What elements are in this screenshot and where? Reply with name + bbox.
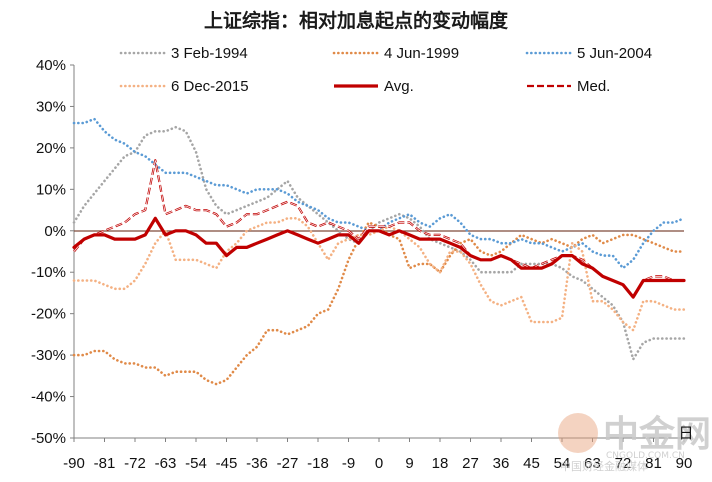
- y-tick-label: 20%: [36, 140, 66, 157]
- legend-label-5-jun-2004: 5 Jun-2004: [577, 45, 652, 62]
- watermark-brand: 中金网: [603, 413, 711, 455]
- y-tick-label: -50%: [31, 430, 66, 447]
- x-tick-label: 0: [375, 455, 383, 472]
- series-group: [72, 117, 686, 386]
- x-tick-label: 81: [645, 455, 662, 472]
- series-line-3-feb-1994: [72, 125, 686, 361]
- y-tick-label: -10%: [31, 264, 66, 281]
- x-tick-labels: -90 -81 -72 -63 -54 -45 -36 -27 -18 -9 0 9 18 27 36 45 5…: [63, 438, 692, 472]
- x-tick-label: 36: [493, 455, 510, 472]
- x-tick-label: -72: [124, 455, 146, 472]
- legend: 3 Feb-1994 4 Jun-1999 5 Jun-2004 6 Dec-2015…: [119, 45, 652, 95]
- y-tick-label: 30%: [36, 98, 66, 115]
- y-tick-label: 40%: [36, 57, 66, 74]
- x-unit-label: 日: [678, 425, 693, 442]
- x-tick-label: 63: [584, 455, 601, 472]
- x-tick-label: -81: [94, 455, 116, 472]
- legend-label-med: Med.: [577, 78, 610, 95]
- series-line-med: [73, 159, 684, 299]
- y-tick-label: -40%: [31, 389, 66, 406]
- series-line-med-inner: [73, 160, 684, 298]
- x-tick-label: -63: [155, 455, 177, 472]
- series-line-4-jun-1999: [72, 221, 686, 386]
- watermark: 中金网 CNGOLD.COM.CN 中国财经金融媒体: [558, 413, 711, 473]
- y-tick-label: 10%: [36, 181, 66, 198]
- x-tick-label: 27: [462, 455, 479, 472]
- x-tick-label: -54: [185, 455, 207, 472]
- watermark-site: CNGOLD.COM.CN: [606, 451, 685, 461]
- x-tick-label: -27: [277, 455, 299, 472]
- y-tick-label: -20%: [31, 306, 66, 323]
- chart-title: 上证综指：相对加息起点的变动幅度: [204, 9, 509, 32]
- series-line-avg: [72, 216, 686, 299]
- legend-label-avg: Avg.: [384, 78, 414, 95]
- x-tick-label: -18: [307, 455, 329, 472]
- x-tick-label: -45: [216, 455, 238, 472]
- y-tick-label: -30%: [31, 347, 66, 364]
- watermark-logo-icon: [558, 413, 598, 453]
- x-tick-label: 90: [676, 455, 693, 472]
- legend-label-3-feb-1994: 3 Feb-1994: [171, 45, 248, 62]
- x-tick-label: 9: [405, 455, 413, 472]
- x-tick-label: 72: [615, 455, 632, 472]
- x-tick-label: -9: [342, 455, 355, 472]
- x-tick-label: -36: [246, 455, 268, 472]
- x-tick-label: 54: [554, 455, 571, 472]
- series-line-5-jun-2004: [72, 117, 686, 270]
- legend-label-4-jun-1999: 4 Jun-1999: [384, 45, 459, 62]
- x-tick-label: -90: [63, 455, 85, 472]
- legend-label-6-dec-2015: 6 Dec-2015: [171, 78, 249, 95]
- y-tick-label: 0%: [44, 223, 66, 240]
- x-tick-label: 45: [523, 455, 540, 472]
- watermark-caption: 中国财经金融媒体: [560, 459, 648, 473]
- y-tick-labels: 40% 30% 20% 10% 0% -10% -20% -30% -40% -50%: [31, 57, 74, 447]
- x-tick-label: 18: [432, 455, 449, 472]
